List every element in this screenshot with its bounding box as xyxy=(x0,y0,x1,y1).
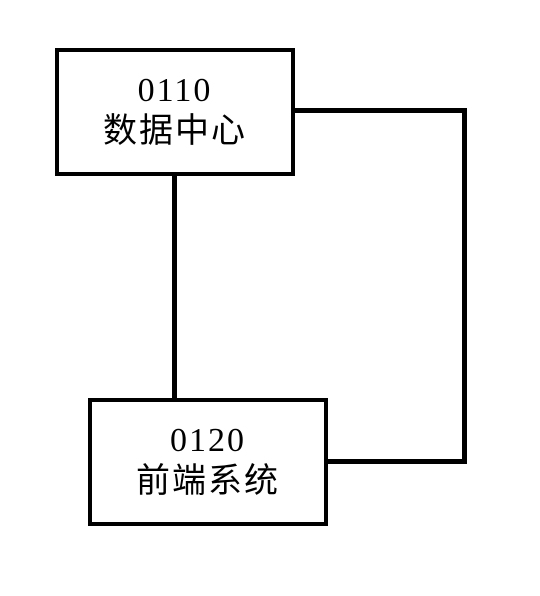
node-code: 0110 xyxy=(138,71,213,112)
edge-vertical-left xyxy=(172,176,177,398)
node-label: 前端系统 xyxy=(136,462,280,503)
edge-right-vertical xyxy=(462,108,467,464)
node-data-center: 0110 数据中心 xyxy=(55,48,295,176)
node-frontend: 0120 前端系统 xyxy=(88,398,328,526)
node-label: 数据中心 xyxy=(103,112,247,153)
edge-right-bottom xyxy=(328,459,467,464)
edge-right-top xyxy=(295,108,467,113)
diagram-container: 0110 数据中心 0120 前端系统 xyxy=(0,0,540,596)
node-code: 0120 xyxy=(170,421,246,462)
